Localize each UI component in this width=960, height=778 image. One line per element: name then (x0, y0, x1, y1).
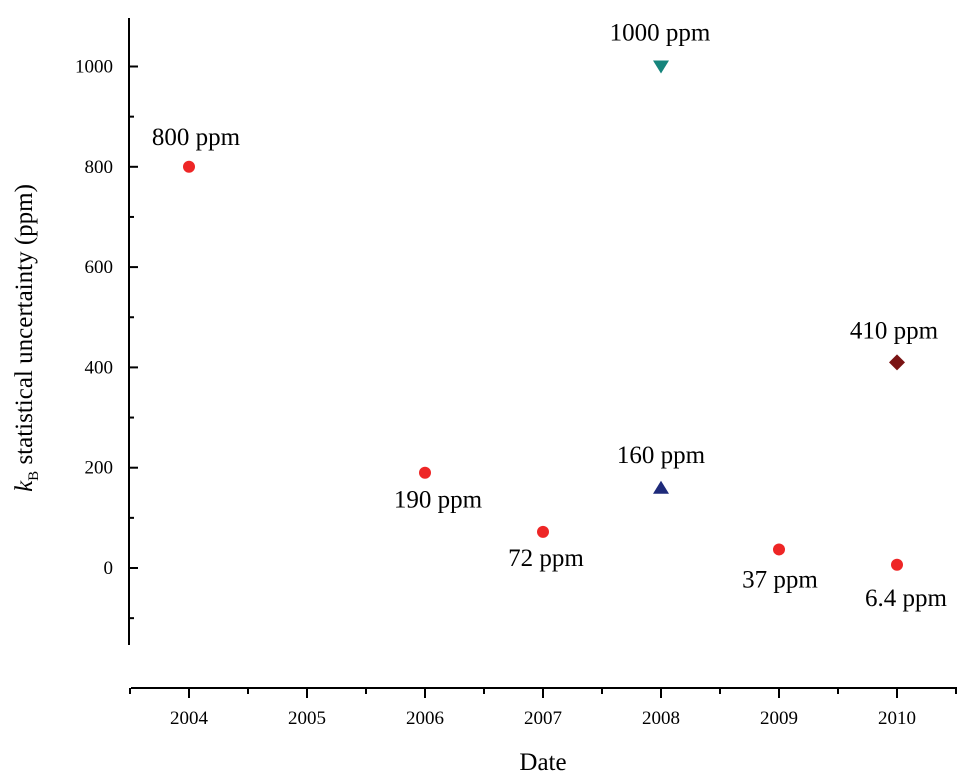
data-label: 37 ppm (742, 566, 818, 593)
y-tick-label: 600 (85, 257, 114, 278)
y-axis-title-subscript: B (26, 471, 42, 481)
data-point-triangle-down (653, 60, 669, 74)
data-point-circle (773, 543, 785, 556)
x-tick-label: 2009 (760, 708, 798, 729)
x-axis-title: Date (519, 749, 566, 776)
y-tick-label: 200 (85, 458, 114, 479)
data-points (183, 60, 905, 571)
data-point-circle (537, 525, 549, 538)
data-label: 410 ppm (850, 317, 939, 344)
data-point-triangle-up (653, 480, 669, 494)
data-label: 800 ppm (152, 124, 241, 151)
y-axis-title-text: statistical uncertainty (ppm) (11, 184, 38, 471)
y-tick-label: 0 (104, 558, 114, 579)
x-tick-label: 2004 (170, 708, 209, 729)
y-axis-title: kB statistical uncertainty (ppm) (11, 184, 42, 492)
x-tick-label: 2005 (288, 708, 326, 729)
x-tick-label: 2008 (642, 708, 680, 729)
data-labels: 800 ppm 190 ppm 72 ppm 37 ppm 6.4 ppm 1000 pp… (152, 20, 948, 612)
y-axis-title-symbol: k (11, 480, 38, 492)
x-axis: 2004 2005 2006 2007 2008 2009 2010 (129, 687, 957, 729)
y-axis: 0 200 400 600 800 1000 (75, 18, 138, 645)
data-label: 1000 ppm (610, 20, 711, 47)
x-tick-label: 2010 (878, 708, 916, 729)
y-tick-label: 800 (85, 157, 114, 178)
data-label: 72 ppm (508, 545, 584, 572)
x-tick-label: 2006 (406, 708, 444, 729)
data-point-circle (183, 160, 195, 173)
data-point-circle (891, 558, 903, 571)
y-tick-label: 400 (85, 357, 114, 378)
data-point-circle (419, 466, 431, 479)
data-label: 160 ppm (617, 442, 706, 469)
y-tick-label: 1000 (75, 57, 113, 78)
data-label: 190 ppm (394, 487, 483, 514)
data-label: 6.4 ppm (865, 585, 948, 612)
data-point-diamond (889, 354, 905, 371)
x-tick-label: 2007 (524, 708, 562, 729)
